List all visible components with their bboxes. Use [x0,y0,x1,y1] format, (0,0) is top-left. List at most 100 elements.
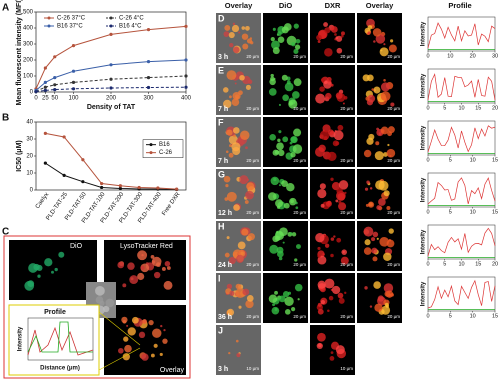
scale-bar-label: 20 μm [340,106,353,111]
cell-signal [229,42,234,48]
y-tick-label: 0 [30,188,34,194]
cell-signal [229,290,235,296]
cell-signal [241,228,249,236]
cell-signal [238,90,243,96]
cell-signal [233,204,240,211]
data-point [43,85,47,89]
cell-signal [293,78,302,87]
cell-signal [226,283,233,290]
x-tick-label: 5 [449,157,452,163]
cell-signal [337,292,344,299]
x-tick-label: 10 [458,105,464,111]
cell-signal [99,300,105,306]
data-point [43,161,47,165]
column-header: Overlay [225,1,253,10]
data-point [118,184,122,188]
cell-signal [234,82,237,85]
cell-signal [236,353,241,358]
cell-signal [129,275,139,285]
scale-bar-label: 20 μm [387,314,400,319]
legend-label: B16 37°C [57,24,83,30]
cell-signal [244,200,249,204]
x-tick-label: 10 [447,53,453,59]
cell-signal [344,291,347,295]
cell-signal [239,175,249,185]
cell-signal [366,137,374,145]
cell-signal [278,256,283,261]
cell-signal [375,141,380,146]
x-tick-label: 50 [51,96,58,102]
cell-signal [238,305,242,309]
cell-signal [364,286,368,290]
legend-marker [109,24,113,28]
cell-signal [229,144,232,148]
cell-signal [376,127,380,131]
y-tick-label: 0 [30,90,34,96]
cell-signal [294,283,303,292]
cell-signal [270,176,280,186]
x-tick-label: 5 [449,313,452,319]
cell-signal [331,26,338,33]
cell-signal [287,291,292,295]
x-tick-label: 10 [470,157,476,163]
data-point [184,74,188,78]
cell-signal [367,25,373,30]
cell-signal [335,92,343,99]
cell-signal [369,305,373,308]
cell-signal [331,182,341,191]
cell-signal [340,256,349,265]
cell-signal [24,280,35,291]
micrograph [263,13,308,63]
cell-signal [127,327,136,336]
cell-signal [383,79,386,82]
cell-signal [373,86,381,94]
cell-signal [293,48,299,54]
profile-axes [427,172,496,208]
scale-bar-label: 20 μm [293,314,306,319]
cell-signal [386,206,391,211]
row-time: 36 h [218,314,232,321]
cell-signal [290,152,296,158]
cell-signal [142,319,147,325]
cell-signal [226,236,230,240]
cell-signal [386,239,395,248]
cell-signal [324,48,333,57]
cell-signal [324,243,330,248]
data-point [156,186,160,190]
cell-signal [231,98,240,106]
row-time: 24 h [218,262,232,269]
inset-green [27,321,93,353]
cell-signal [364,187,369,191]
cell-signal [245,190,254,200]
row-letter: F [218,117,224,127]
x-tick-label: 0 [426,261,429,267]
cell-signal [274,235,281,242]
cell-signal [122,283,127,288]
scale-bar-label: 20 μm [340,314,353,319]
cell-signal [141,353,149,361]
cell-signal [223,31,230,37]
cell-signal [284,296,294,307]
cell-signal [238,31,241,34]
cell-signal [367,31,371,35]
micrograph [310,325,355,375]
cell-signal [371,88,374,91]
cell-signal [163,329,166,332]
row-letter: D [218,13,225,23]
profile-inset [8,304,100,376]
profile-axes [427,68,496,104]
cell-signal [386,148,396,158]
cell-signal [330,253,334,258]
cell-signal [363,226,374,237]
cell-signal [231,24,240,33]
cell-signal [124,344,132,353]
cell-signal [228,152,234,158]
cell-signal [335,199,339,203]
x-tick-label: 25 [42,96,49,102]
x-tick-label: Caelyx [35,192,50,210]
data-point [109,77,113,81]
cell-signal [317,255,327,265]
scale-bar-label: 20 μm [387,106,400,111]
cell-signal [105,298,115,308]
cell-signal [372,256,378,262]
